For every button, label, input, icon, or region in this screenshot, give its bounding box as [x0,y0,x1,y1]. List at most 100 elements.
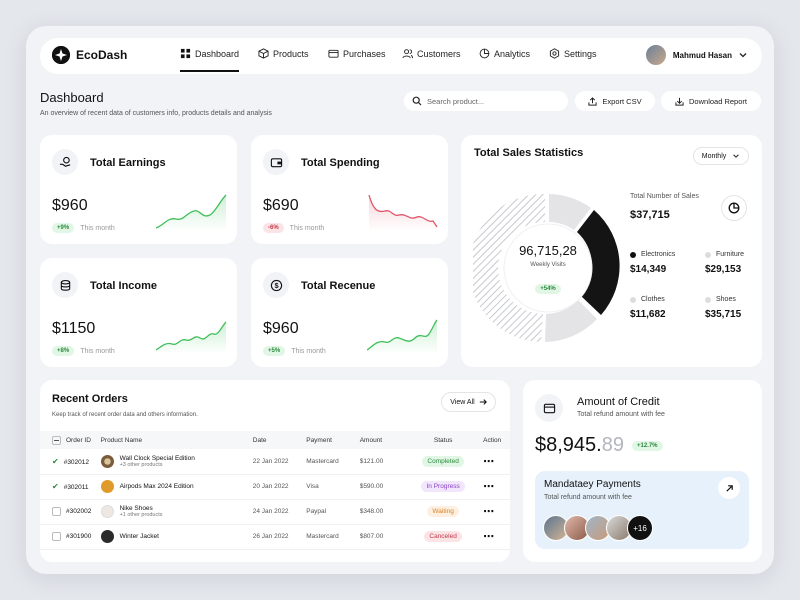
credit-amount-main: $8,945. [535,434,602,456]
top-navbar: EcoDash Dashboard Products Purchases Cus… [40,38,762,74]
payments-panel[interactable]: Mandataey Payments Total refund amount w… [535,471,749,549]
dollar-icon: $ [263,272,289,298]
download-report-button[interactable]: Download Report [661,91,761,111]
payment-cell: Mastercard [302,524,356,550]
stat-footer: +5% This month [263,346,326,356]
date-cell: 26 Jan 2022 [248,524,303,550]
donut-segment-clothes [545,300,597,342]
search-icon [412,96,422,106]
order-id-cell: #302002 [40,499,97,525]
stat-card-spending[interactable]: Total Spending $690 -6% This month [251,135,448,244]
payment-cell: Mastercard [302,449,356,475]
stat-title: Total Recenue [301,280,376,292]
stat-card-revenue[interactable]: $ Total Recenue $960 +5% This month [251,258,448,367]
column-header-payment[interactable]: Payment [302,431,356,449]
users-icon [402,49,413,59]
stat-card-income[interactable]: Total Income $1150 +8% This month [40,258,237,367]
nav-customers[interactable]: Customers [402,48,461,59]
row-checkbox[interactable] [52,532,61,541]
view-all-button[interactable]: View All [441,392,496,412]
wallet-icon [263,149,289,175]
nav-dashboard[interactable]: Dashboard [180,48,240,72]
period-select-value: Monthly [701,152,727,160]
column-header-product[interactable]: Product Name [96,431,249,449]
column-header-order-id[interactable]: Order ID [40,431,97,449]
coins-icon [52,272,78,298]
credit-card: Amount of Credit Total refund amount wit… [523,380,762,562]
action-cell: ⋯ [479,524,510,550]
app-logo[interactable]: EcoDash [52,46,127,64]
table-row[interactable]: ✔ #302011 Airpods Max 2024 Edition 20 Jan… [40,474,510,500]
select-all-checkbox[interactable] [52,435,61,445]
open-payments-button[interactable] [718,477,740,499]
period-label: This month [80,224,115,232]
chart-type-button[interactable] [721,195,747,221]
nav-label: Analytics [494,48,531,59]
change-badge: +8% [52,346,75,356]
legend-label: Clothes [641,296,665,303]
change-badge: +5% [263,346,286,356]
donut-segment-furniture [549,194,591,230]
product-name: Airpods Max 2024 Edition [119,483,194,490]
change-badge: +12.7% [631,441,663,451]
more-icon[interactable]: ⋯ [483,531,496,543]
change-badge: -6% [263,223,284,233]
product-thumbnail [100,530,114,543]
more-icon[interactable]: ⋯ [483,481,496,493]
page-subtitle: An overview of recent data of customers … [40,110,272,117]
nav-products[interactable]: Products [258,48,309,59]
total-sales-label: Total Number of Sales [630,193,699,200]
more-icon[interactable]: ⋯ [483,506,496,518]
donut-center-label: Weekly Visits [530,262,566,268]
stat-value: $1150 [52,320,96,337]
action-cell: ⋯ [479,499,510,525]
more-avatars-count[interactable]: +16 [627,515,653,541]
user-menu[interactable]: Mahmud Hasan [644,44,748,66]
date-cell: 22 Jan 2022 [248,449,303,475]
nav-purchases[interactable]: Purchases [328,48,386,59]
table-row[interactable]: #301900 Winter Jacket 26 Jan 2022 Master… [40,524,510,550]
row-checkbox[interactable] [52,507,61,516]
stat-card-earnings[interactable]: Total Earnings $960 +9% This month [40,135,237,244]
legend-label: Furniture [716,251,745,258]
sparkline-up [156,194,227,231]
status-badge: Completed [422,455,464,467]
arrow-right-icon [479,399,487,405]
legend-item-furniture: Furniture $29,153 [705,251,744,275]
amount-cell: $121.00 [355,449,408,475]
action-cell: ⋯ [479,474,510,500]
check-icon[interactable]: ✔ [52,456,59,466]
column-header-date[interactable]: Date [248,431,303,449]
arrow-up-right-icon [725,484,733,492]
column-header-status[interactable]: Status [407,431,480,449]
legend-item-shoes: Shoes $35,715 [705,296,741,320]
period-label: This month [291,347,326,355]
avatar [644,44,667,66]
chevron-down-icon [739,53,747,58]
search-input[interactable]: Search product... [404,91,568,111]
status-cell: In Progress [407,474,480,500]
view-all-label: View All [450,398,475,406]
check-icon[interactable]: ✔ [52,482,59,491]
donut-segment-electronics [577,210,620,315]
column-header-action[interactable]: Action [479,431,510,449]
order-id: #301900 [66,533,92,541]
column-header-amount[interactable]: Amount [355,431,408,449]
order-id: #302002 [66,508,92,516]
nav-analytics[interactable]: Analytics [479,48,530,59]
export-csv-button[interactable]: Export CSV [575,91,655,111]
legend-label: Electronics [641,251,676,258]
stat-title: Total Spending [301,157,380,169]
order-id-cell: ✔ #302012 [40,449,97,475]
legend-value: $29,153 [705,264,742,275]
orders-table: Order ID Product Name Date Payment Amoun… [40,431,510,550]
table-row[interactable]: #302002 Nike Shoes +1 other products 24 J… [40,499,510,525]
table-row[interactable]: ✔ #302012 Wall Clock Special Edition +3 ot… [40,449,510,475]
nav-settings[interactable]: Settings [549,48,597,59]
grid-icon [180,48,191,59]
amount-cell: $348.00 [355,499,408,525]
amount-cell: $590.00 [355,474,408,500]
more-icon[interactable]: ⋯ [483,455,496,468]
period-select[interactable]: Monthly [693,147,749,165]
nav-label: Dashboard [195,48,240,59]
